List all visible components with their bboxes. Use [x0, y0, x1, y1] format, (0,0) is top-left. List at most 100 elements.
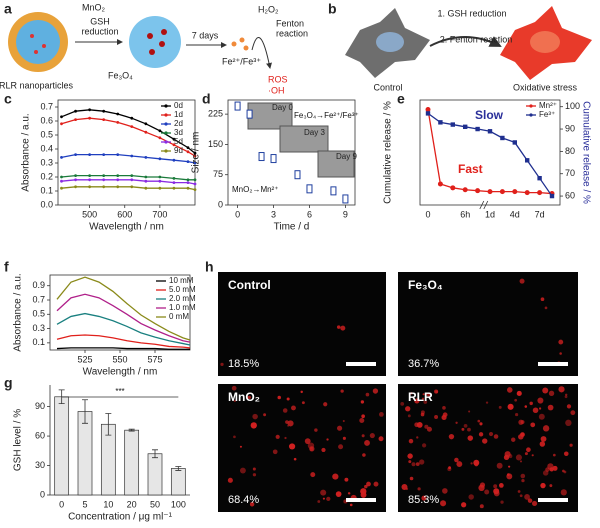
cell-dot — [552, 465, 558, 471]
nanoparticle-core — [16, 20, 60, 64]
legend-marker — [164, 104, 168, 108]
point — [499, 189, 505, 195]
cell-dot — [482, 438, 488, 444]
point — [172, 181, 176, 185]
legend-label: 0d — [174, 101, 183, 110]
cell-dot — [252, 413, 258, 420]
cell-dot — [562, 469, 565, 473]
point — [130, 174, 134, 178]
x-tick-label: 1d — [485, 209, 495, 219]
x-tick-label: 3 — [271, 209, 276, 219]
cell-dot — [291, 405, 296, 411]
point — [537, 190, 543, 196]
x-tick-label: 575 — [147, 354, 162, 364]
y-tick-label: 0.3 — [32, 323, 45, 333]
cell-dot — [378, 436, 384, 442]
x-tick-label: 100 — [171, 499, 186, 509]
point — [463, 124, 468, 130]
cell-dot — [547, 463, 554, 470]
legend-label: 10 mM — [169, 276, 194, 285]
cell-dot — [365, 392, 370, 397]
point — [74, 185, 77, 189]
point — [88, 108, 92, 112]
legend-marker — [164, 149, 168, 153]
cell-dot — [544, 306, 548, 310]
cell-dot — [514, 398, 518, 402]
cell-dot — [468, 494, 474, 500]
dot — [149, 49, 155, 55]
cell-dot — [239, 445, 242, 448]
cell-dot — [548, 390, 555, 397]
x-tick-label: 700 — [152, 209, 167, 219]
y2-axis-label: Cumulative release / % — [580, 101, 591, 204]
point — [450, 122, 455, 127]
label: Oxidative stress — [513, 82, 578, 92]
cell-dot — [409, 476, 414, 481]
cell-dot — [558, 339, 564, 345]
cell-dot — [477, 419, 481, 423]
cell-dot — [531, 500, 538, 507]
y-tick-label: 0.3 — [40, 157, 53, 167]
cell-dot — [220, 362, 224, 367]
bar — [54, 396, 70, 496]
point — [487, 189, 493, 195]
cell-dot — [448, 466, 452, 470]
point — [549, 193, 555, 199]
point — [186, 146, 190, 150]
y-axis-label: Cumulative release / % — [383, 101, 394, 204]
cell-dot — [468, 410, 471, 413]
cell-dot — [517, 490, 521, 493]
cell-dot — [565, 419, 572, 427]
image-title: Fe₃O₄ — [408, 278, 443, 292]
series-line — [56, 312, 191, 346]
point — [158, 136, 162, 140]
cell-dot — [287, 424, 290, 427]
y2-tick-label: 80 — [565, 146, 575, 156]
cell-dot — [285, 420, 289, 424]
cell-dot — [335, 491, 342, 497]
cell-dot — [423, 400, 428, 404]
cell-dot — [416, 436, 419, 439]
x-tick-label: 20 — [127, 499, 137, 509]
label: ROS — [268, 74, 288, 84]
panel-label: g — [4, 375, 13, 391]
cell-dot — [373, 481, 379, 487]
point — [130, 178, 134, 182]
cell-dot — [566, 404, 572, 409]
micrograph — [218, 384, 386, 512]
cell-dot — [515, 454, 522, 461]
cell-dot — [526, 447, 531, 453]
cell-dot — [401, 484, 408, 491]
cell-dot — [307, 442, 315, 449]
cell-dot — [282, 408, 288, 413]
point — [193, 182, 197, 186]
arrow — [251, 37, 272, 69]
cell-dot — [508, 454, 513, 459]
point — [116, 174, 120, 178]
cell-dot — [326, 496, 331, 502]
x-tick-label: 6h — [460, 209, 470, 219]
scale-bar — [346, 362, 376, 366]
point — [172, 137, 176, 141]
cell-dot — [542, 387, 549, 394]
cell-dot — [521, 478, 525, 483]
cell-dot — [564, 395, 568, 399]
cell-dot — [407, 453, 413, 459]
cell-dot — [538, 413, 545, 420]
point — [186, 150, 190, 154]
cell-dot — [286, 397, 290, 401]
point — [144, 179, 148, 183]
y-axis-label: Absorbance / a.u. — [21, 113, 32, 191]
label: Control — [373, 82, 402, 92]
label: Fe²⁺/Fe³⁺ — [222, 56, 261, 66]
point — [60, 179, 63, 183]
y2-tick-label: 60 — [565, 190, 575, 200]
cell-dot — [479, 504, 484, 509]
panel-a: a MnO₂ GSH reduction Fe₃O₄ RLR nanoparti… — [0, 1, 308, 96]
point — [88, 178, 92, 182]
cell-dot — [540, 436, 547, 442]
cell-dot — [511, 437, 516, 442]
y-axis-label: Absorbance / a.u. — [13, 273, 24, 351]
legend-label: Fe³⁺ — [539, 110, 555, 119]
y-tick-label: 0.9 — [32, 280, 45, 290]
